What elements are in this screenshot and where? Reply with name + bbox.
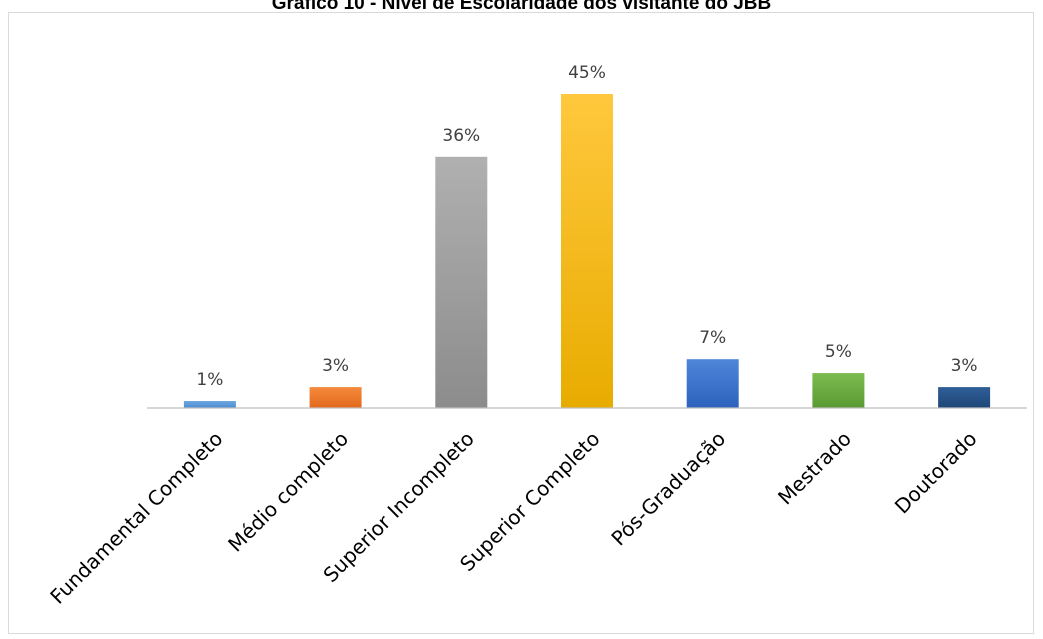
category-label-superior-completo: Superior Completo <box>455 427 604 576</box>
chart-title: Gráfico 10 - Nível de Escolaridade dos v… <box>271 0 772 14</box>
value-label-medio-completo: 3% <box>322 356 349 376</box>
bar-superior-completo <box>561 94 613 408</box>
value-label-mestrado: 5% <box>825 342 852 362</box>
bar-fundamental-completo <box>183 401 236 408</box>
bar-superior-incompleto <box>435 156 488 408</box>
category-label-doutorado: Doutorado <box>890 427 982 519</box>
bar-medio-completo <box>309 387 362 408</box>
value-label-pos-graduacao: 7% <box>699 328 726 348</box>
category-label-medio-completo: Médio completo <box>223 427 353 557</box>
value-label-superior-incompleto: 36% <box>442 126 480 146</box>
bar-doutorado <box>938 387 991 408</box>
bar-pos-graduacao <box>686 359 739 408</box>
value-label-doutorado: 3% <box>951 356 978 376</box>
value-label-fundamental-completo: 1% <box>196 370 223 390</box>
bar-mestrado <box>812 373 865 408</box>
category-label-fundamental-completo: Fundamental Completo <box>45 427 227 609</box>
category-label-pos-graduacao: Pós-Graduação <box>606 427 730 551</box>
chart-frame <box>8 12 1034 634</box>
category-label-mestrado: Mestrado <box>773 427 856 510</box>
value-label-superior-completo: 45% <box>568 63 606 83</box>
